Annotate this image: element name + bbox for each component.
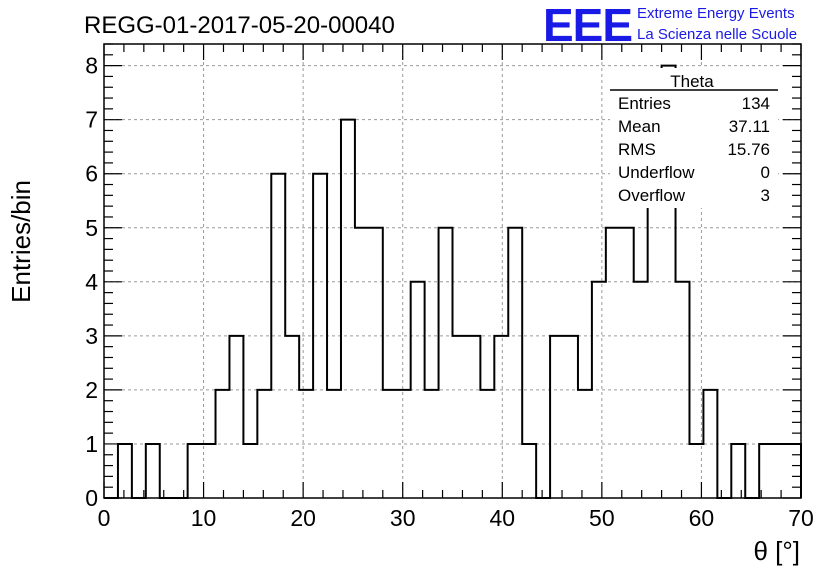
y-tick-label: 3 — [85, 323, 98, 349]
axis-ticks — [103, 43, 802, 499]
logo-subtitle-line1: Extreme Energy Events — [637, 5, 795, 22]
y-tick-label: 2 — [85, 377, 98, 403]
logo-subtitle-line2: La Scienza nelle Scuole — [637, 26, 797, 43]
x-tick-label: 60 — [689, 505, 715, 531]
x-tick-label: 70 — [788, 505, 814, 531]
stats-value-entries: 134 — [742, 94, 770, 113]
x-tick-label: 40 — [489, 505, 515, 531]
x-tick-label: 30 — [390, 505, 416, 531]
x-tick-label: 50 — [589, 505, 615, 531]
run-title: REGG-01-2017-05-20-00040 — [84, 12, 395, 39]
stats-value-rms: 15.76 — [727, 140, 770, 159]
y-tick-label: 8 — [85, 53, 98, 79]
stats-label-rms: RMS — [618, 140, 656, 159]
y-tick-label: 0 — [85, 485, 98, 511]
stats-label-underflow: Underflow — [618, 163, 695, 182]
stats-value-overflow: 3 — [761, 186, 770, 205]
stats-value-underflow: 0 — [761, 163, 770, 182]
y-tick-label: 1 — [85, 431, 98, 457]
eee-logo: EEE — [543, 0, 632, 51]
y-tick-label: 7 — [85, 107, 98, 133]
stats-value-mean: 37.11 — [729, 117, 770, 136]
histogram-step-line — [104, 64, 802, 499]
x-tick-label: 20 — [290, 505, 316, 531]
stats-label-mean: Mean — [618, 117, 661, 136]
y-tick-label: 6 — [85, 161, 98, 187]
stats-title: Theta — [670, 72, 714, 91]
stats-box-mask — [610, 68, 778, 208]
y-tick-label: 4 — [85, 269, 98, 295]
x-axis-label: θ [°] — [753, 536, 800, 566]
stats-box: Theta Entries 134 Mean 37.11 RMS 15.76 U… — [610, 68, 778, 208]
y-tick-label: 5 — [85, 215, 98, 241]
stats-label-entries: Entries — [618, 94, 671, 113]
x-tick-label: 10 — [191, 505, 217, 531]
stats-label-overflow: Overflow — [618, 186, 686, 205]
x-tick-label: 0 — [98, 505, 111, 531]
y-axis-label: Entries/bin — [6, 180, 36, 303]
